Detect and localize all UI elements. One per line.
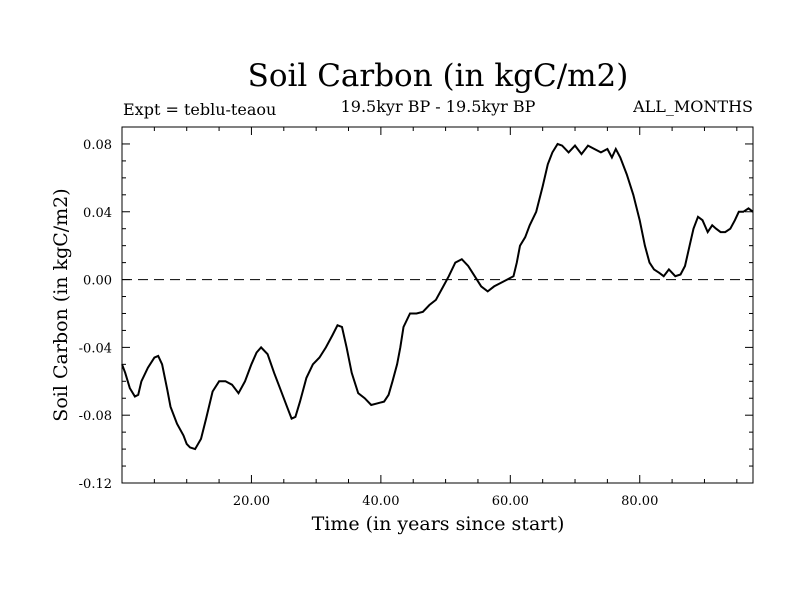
y-tick-label: 0.08 bbox=[83, 138, 112, 153]
experiment-label: Expt = teblu-teaou bbox=[123, 100, 276, 119]
chart-subtitle: 19.5kyr BP - 19.5kyr BP bbox=[341, 97, 536, 116]
axis-ticks bbox=[122, 126, 753, 484]
plot-frame bbox=[121, 126, 754, 484]
soil-carbon-series-line bbox=[121, 142, 754, 451]
chart-title: Soil Carbon (in kgC/m2) bbox=[248, 58, 629, 94]
months-label: ALL_MONTHS bbox=[632, 97, 753, 116]
y-tick-label: -0.04 bbox=[79, 341, 112, 356]
y-tick-labels: -0.12 -0.08 -0.04 0.00 0.04 0.08 bbox=[79, 138, 112, 492]
x-tick-label: 80.00 bbox=[621, 494, 658, 509]
y-tick-label: 0.00 bbox=[83, 274, 112, 289]
x-tick-label: 60.00 bbox=[492, 494, 529, 509]
y-tick-label: -0.12 bbox=[79, 477, 112, 492]
x-tick-label: 40.00 bbox=[362, 494, 399, 509]
x-tick-labels: 20.00 40.00 60.00 80.00 bbox=[233, 494, 659, 509]
y-tick-label: 0.04 bbox=[83, 206, 112, 221]
y-axis-label: Soil Carbon (in kgC/m2) bbox=[50, 188, 72, 421]
x-tick-label: 20.00 bbox=[233, 494, 270, 509]
x-axis-label: Time (in years since start) bbox=[312, 513, 565, 535]
y-tick-label: -0.08 bbox=[79, 409, 112, 424]
